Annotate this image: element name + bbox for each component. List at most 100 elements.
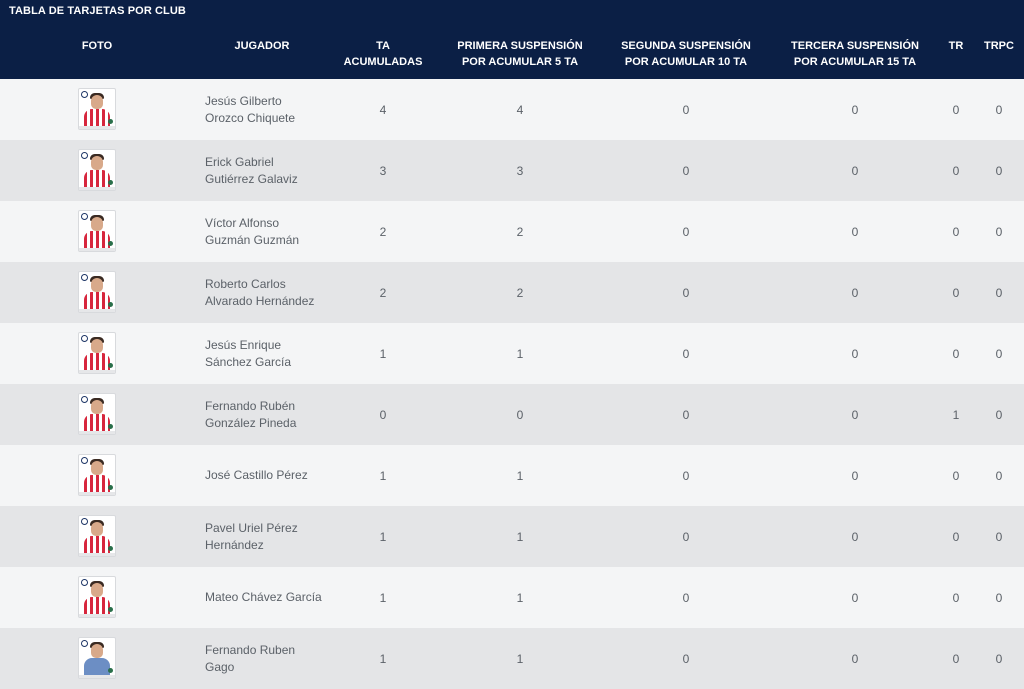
tr-cell: 0	[952, 529, 960, 544]
segunda-cell: 0	[682, 651, 690, 666]
primera-cell: 1	[516, 346, 524, 361]
player-photo-icon	[78, 515, 116, 557]
player-photo-icon	[78, 332, 116, 374]
ta-cell: 0	[379, 407, 387, 422]
player-name-line-1: Fernando Ruben	[205, 642, 296, 657]
coach-photo-icon	[78, 637, 116, 679]
player-name: Pavel Uriel Pérez Hernández	[205, 506, 355, 567]
table-row: Fernando Ruben Gago 1 1 0 0 0 0	[0, 628, 1024, 689]
segunda-cell: 0	[682, 590, 690, 605]
primera-cell: 0	[516, 407, 524, 422]
tercera-cell: 0	[851, 590, 859, 605]
primera-cell: 1	[516, 590, 524, 605]
table-row: Pavel Uriel Pérez Hernández 1 1 0 0 0 0	[0, 506, 1024, 567]
tercera-cell: 0	[851, 102, 859, 117]
tr-cell: 1	[952, 407, 960, 422]
player-photo-icon	[78, 576, 116, 618]
col-tercera-suspension: TERCERA SUSPENSIÓN POR ACUMULAR 15 TA	[791, 40, 919, 68]
primera-cell: 1	[516, 651, 524, 666]
tercera-cell: 0	[851, 468, 859, 483]
player-name-line-2: González Pineda	[205, 415, 297, 430]
player-photo-icon	[78, 210, 116, 252]
table-row: José Castillo Pérez 1 1 0 0 0 0	[0, 445, 1024, 506]
primera-cell: 1	[516, 468, 524, 483]
ta-cell: 1	[379, 651, 387, 666]
table-row: Jesús Enrique Sánchez García 1 1 0 0 0 0	[0, 323, 1024, 384]
player-photo-icon	[78, 454, 116, 496]
trpc-cell: 0	[995, 163, 1003, 178]
player-name-line-2: Sánchez García	[205, 354, 292, 369]
trpc-cell: 0	[995, 285, 1003, 300]
trpc-cell: 0	[995, 651, 1003, 666]
player-name-line-2: Guzmán Guzmán	[205, 232, 300, 247]
player-name-line-1: Jesús Gilberto	[205, 93, 282, 108]
tercera-cell: 0	[851, 224, 859, 239]
trpc-cell: 0	[995, 346, 1003, 361]
ta-cell: 1	[379, 590, 387, 605]
table-row: Víctor Alfonso Guzmán Guzmán 2 2 0 0 0 0	[0, 201, 1024, 262]
tercera-cell: 0	[851, 163, 859, 178]
player-photo-icon	[78, 271, 116, 313]
player-name: Fernando Rubén González Pineda	[205, 384, 355, 445]
trpc-cell: 0	[995, 590, 1003, 605]
segunda-cell: 0	[682, 468, 690, 483]
cards-table-body: Jesús Gilberto Orozco Chiquete 4 4 0 0 0 0 Erick…	[0, 79, 1024, 689]
player-name-line-1: Fernando Rubén	[205, 398, 296, 413]
tercera-cell: 0	[851, 285, 859, 300]
player-name-line-1: Pavel Uriel Pérez	[205, 520, 298, 535]
player-name-line-2: Gutiérrez Galaviz	[205, 171, 298, 186]
player-name-line-2: Orozco Chiquete	[205, 110, 296, 125]
table-row: Mateo Chávez García 1 1 0 0 0 0	[0, 567, 1024, 628]
col-trpc: TRPC	[984, 40, 1014, 52]
tr-cell: 0	[952, 651, 960, 666]
segunda-cell: 0	[682, 346, 690, 361]
table-row: Erick Gabriel Gutiérrez Galaviz 3 3 0 0 0 0	[0, 140, 1024, 201]
player-name-line-1: Jesús Enrique	[205, 337, 282, 352]
ta-cell: 2	[379, 224, 387, 239]
segunda-cell: 0	[682, 529, 690, 544]
ta-cell: 4	[379, 102, 387, 117]
tr-cell: 0	[952, 102, 960, 117]
table-row: Jesús Gilberto Orozco Chiquete 4 4 0 0 0 0	[0, 79, 1024, 140]
player-name: Mateo Chávez García	[205, 567, 355, 628]
primera-cell: 2	[516, 285, 524, 300]
tr-cell: 0	[952, 346, 960, 361]
trpc-cell: 0	[995, 102, 1003, 117]
player-name-line-2: Alvarado Hernández	[205, 293, 315, 308]
col-foto: FOTO	[81, 40, 113, 52]
col-ta-acumuladas: TA ACUMULADAS	[343, 40, 423, 68]
player-photo-icon	[78, 88, 116, 130]
segunda-cell: 0	[682, 285, 690, 300]
primera-cell: 2	[516, 224, 524, 239]
ta-cell: 1	[379, 529, 387, 544]
tr-cell: 0	[952, 590, 960, 605]
tr-cell: 0	[952, 224, 960, 239]
player-name: Roberto Carlos Alvarado Hernández	[205, 262, 355, 323]
player-name: José Castillo Pérez	[205, 445, 355, 506]
primera-cell: 1	[516, 529, 524, 544]
player-name-line-1: Mateo Chávez García	[205, 590, 322, 604]
col-jugador: JUGADOR	[234, 40, 290, 52]
player-name: Jesús Enrique Sánchez García	[205, 323, 355, 384]
table-title: TABLA DE TARJETAS POR CLUB	[9, 5, 186, 17]
player-name: Erick Gabriel Gutiérrez Galaviz	[205, 140, 355, 201]
tr-cell: 0	[952, 163, 960, 178]
tercera-cell: 0	[851, 651, 859, 666]
segunda-cell: 0	[682, 102, 690, 117]
player-name: Víctor Alfonso Guzmán Guzmán	[205, 201, 355, 262]
ta-cell: 1	[379, 468, 387, 483]
primera-cell: 4	[516, 102, 524, 117]
player-name: Jesús Gilberto Orozco Chiquete	[205, 79, 355, 140]
segunda-cell: 0	[682, 163, 690, 178]
segunda-cell: 0	[682, 407, 690, 422]
player-name-line-1: Erick Gabriel	[205, 154, 274, 169]
trpc-cell: 0	[995, 529, 1003, 544]
player-name: Fernando Ruben Gago	[205, 628, 355, 689]
segunda-cell: 0	[682, 224, 690, 239]
player-photo-icon	[78, 393, 116, 435]
tr-cell: 0	[952, 285, 960, 300]
ta-cell: 2	[379, 285, 387, 300]
primera-cell: 3	[516, 163, 524, 178]
player-name-line-2: Hernández	[205, 537, 264, 552]
table-row: Roberto Carlos Alvarado Hernández 2 2 0 0 0 0	[0, 262, 1024, 323]
